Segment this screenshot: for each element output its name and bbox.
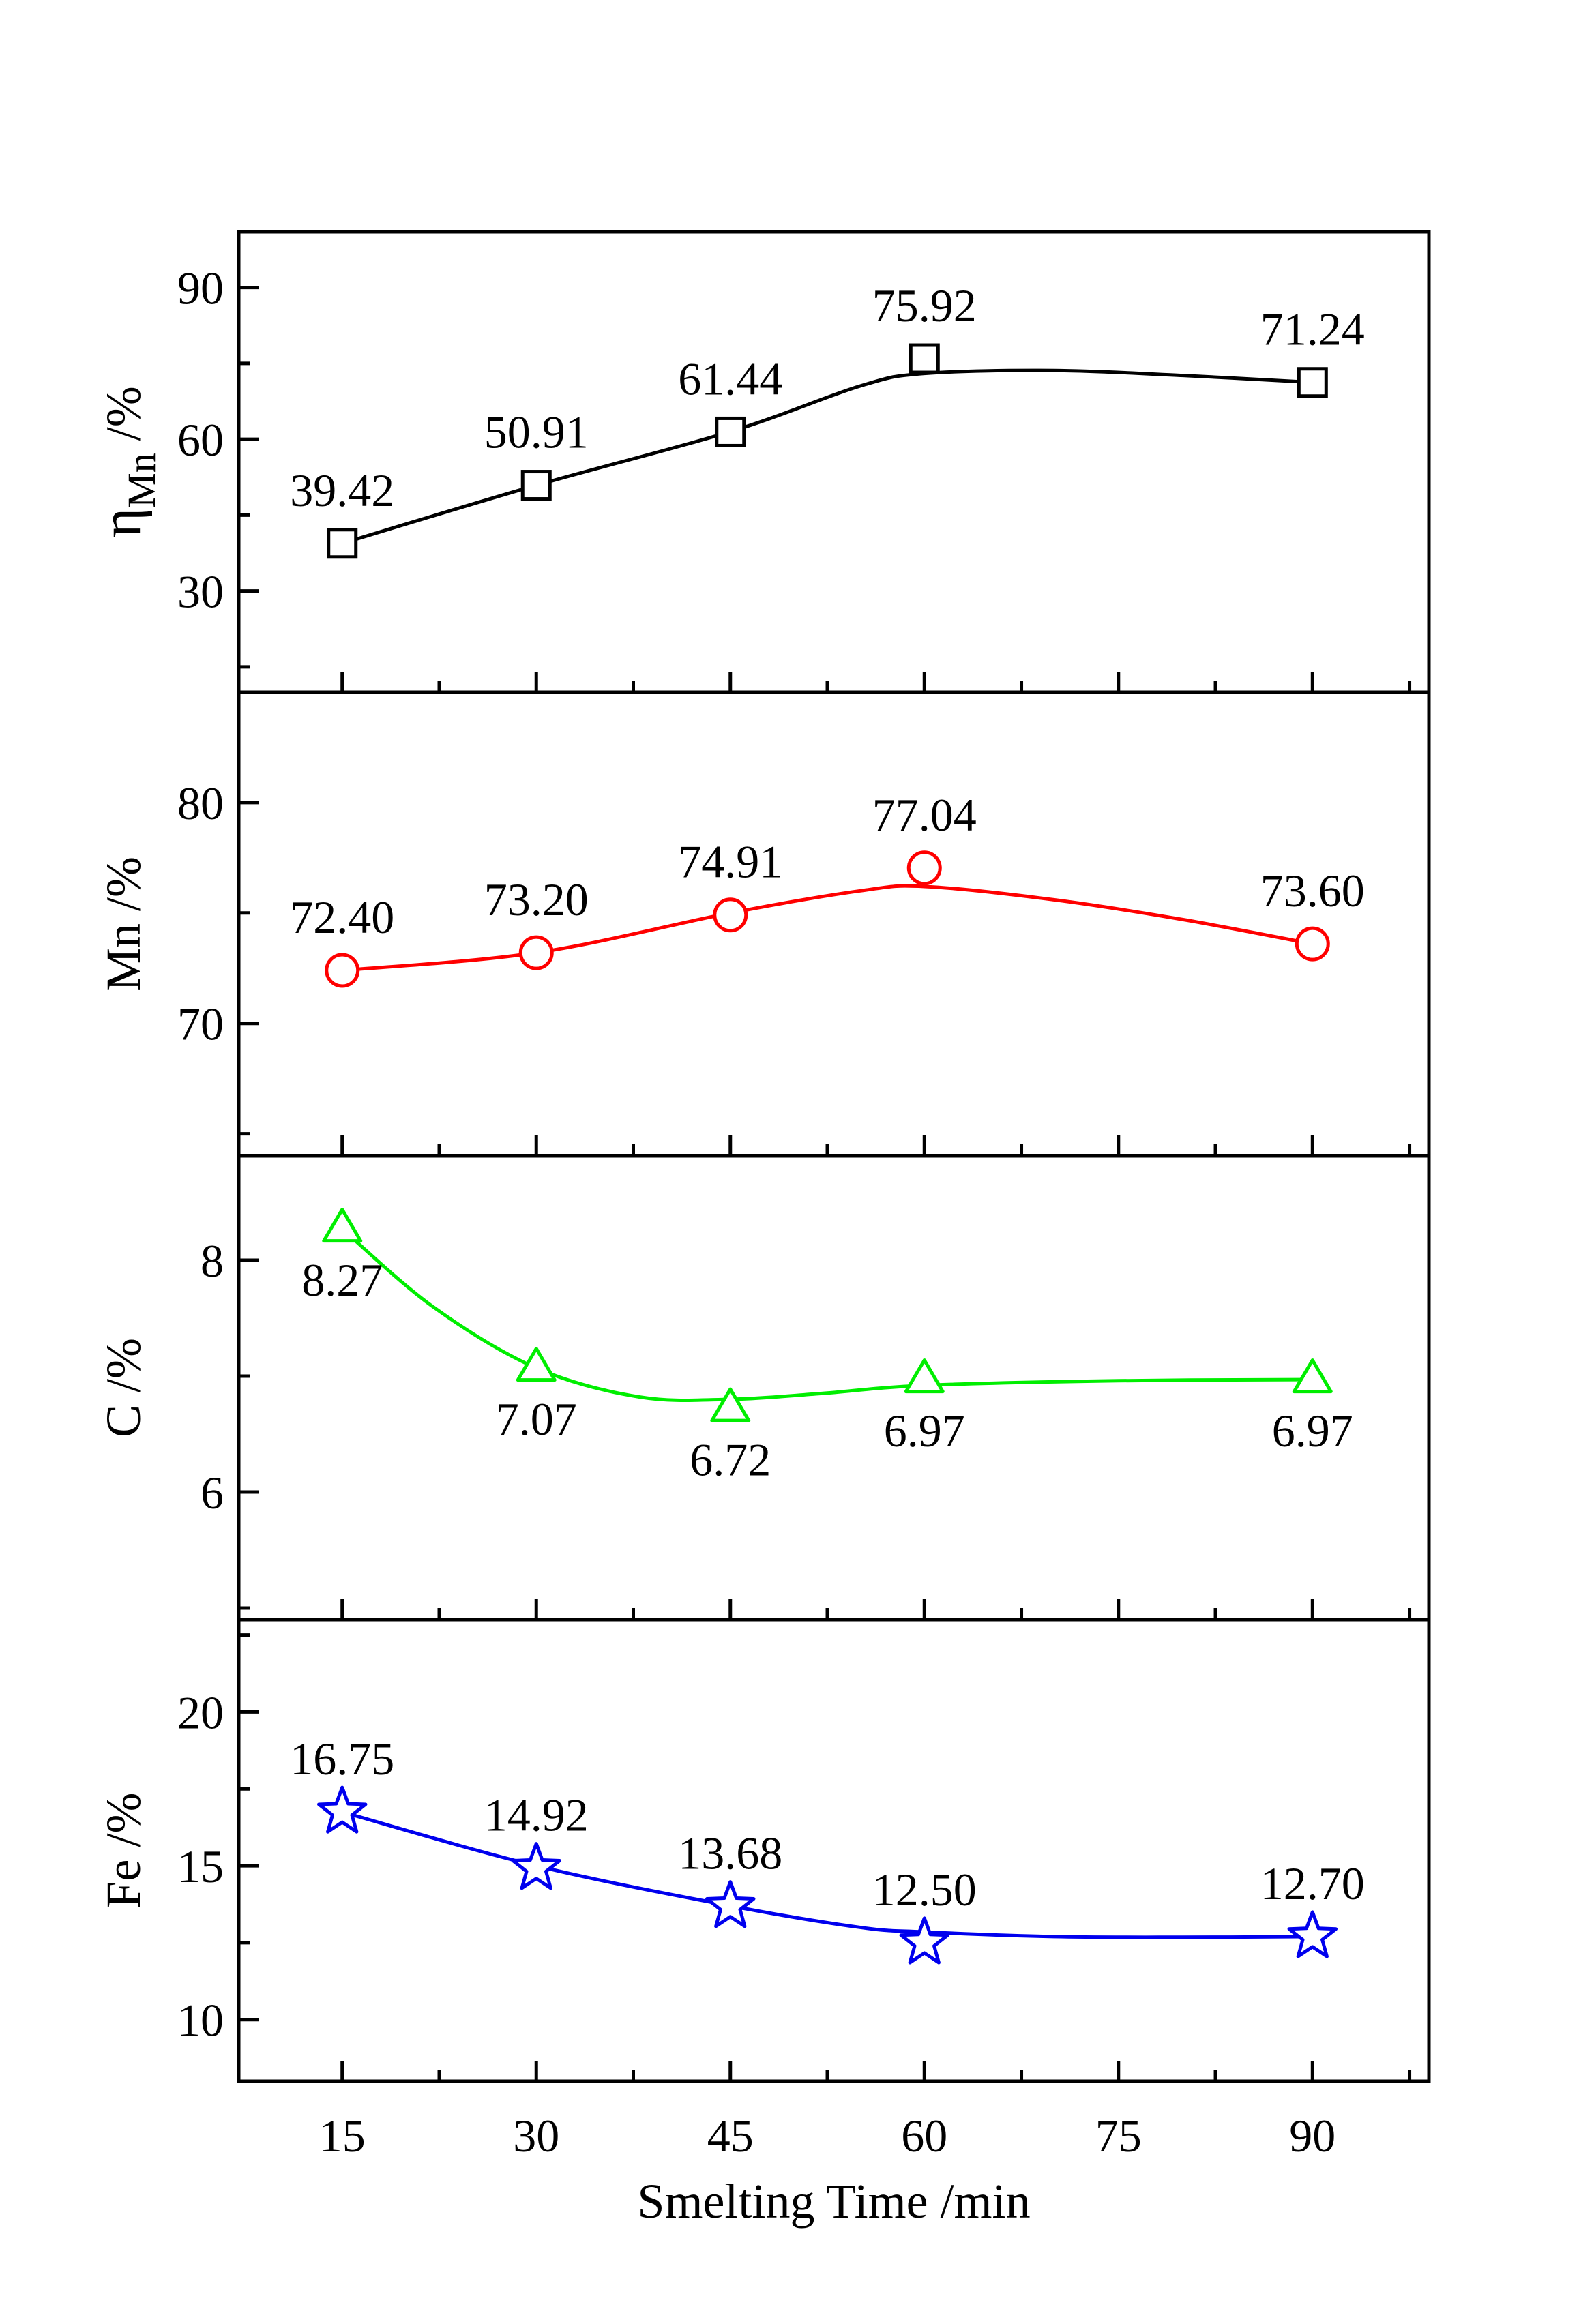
data-label: 74.91 — [678, 836, 782, 888]
data-label: 39.42 — [290, 464, 394, 516]
series-curve — [341, 1227, 1313, 1402]
y-tick-label: 20 — [177, 1686, 224, 1738]
x-tick-label: 45 — [707, 2110, 754, 2162]
data-label: 75.92 — [872, 280, 977, 331]
data-point — [909, 343, 940, 374]
y-tick-label: 6 — [201, 1467, 224, 1519]
data-label: 6.72 — [690, 1434, 771, 1486]
panel-frame — [237, 1618, 1431, 2083]
data-label: 13.68 — [678, 1828, 782, 1879]
data-point — [325, 953, 360, 988]
x-axis: 15 30 45 60 75 90 — [319, 2110, 1336, 2162]
x-tick-label: 15 — [319, 2110, 366, 2162]
data-label: 8.27 — [301, 1254, 383, 1306]
data-point — [518, 935, 554, 970]
data-point — [715, 416, 746, 447]
data-point — [904, 1358, 945, 1394]
y-tick-label: 10 — [177, 1995, 224, 2046]
data-point — [322, 1208, 363, 1243]
y-tick-label: 80 — [177, 777, 224, 829]
data-point — [520, 470, 552, 501]
y-tick-label: 70 — [177, 998, 224, 1050]
data-label: 6.97 — [1272, 1405, 1353, 1457]
data-label: 6.97 — [884, 1405, 965, 1457]
y-axis-label: C /% — [96, 1338, 151, 1437]
data-point — [327, 528, 358, 559]
data-label: 73.60 — [1260, 865, 1365, 917]
data-label: 73.20 — [484, 874, 589, 925]
data-label: 14.92 — [484, 1789, 589, 1841]
data-point — [1287, 1910, 1338, 1958]
data-point — [1297, 367, 1328, 398]
data-label: 77.04 — [872, 789, 977, 841]
y-axis-label-main: Mn /% — [96, 856, 151, 992]
data-label: 50.91 — [484, 406, 589, 458]
data-point — [511, 1842, 561, 1890]
x-tick-label: 60 — [901, 2110, 947, 2162]
data-label: 12.70 — [1260, 1858, 1365, 1909]
data-label: 16.75 — [290, 1733, 394, 1785]
data-label: 72.40 — [290, 891, 394, 943]
data-label: 61.44 — [678, 353, 782, 404]
y-tick-label: 60 — [177, 414, 224, 466]
data-label: 71.24 — [1260, 303, 1365, 355]
x-tick-label: 90 — [1289, 2110, 1335, 2162]
data-point — [1295, 926, 1330, 962]
y-axis-label-sub: Mn — [119, 453, 164, 508]
y-tick-label: 30 — [177, 566, 224, 618]
data-point — [516, 1347, 557, 1382]
y-tick-label: 90 — [177, 263, 224, 314]
data-point — [317, 1785, 368, 1834]
panel-c: 6 8 C /% 8.27 7.07 6.72 6.97 6.97 — [96, 1154, 1431, 1622]
y-axis-label: ηMn /% — [89, 386, 164, 538]
y-axis-label-unit: /% — [96, 386, 151, 453]
panel-frame — [237, 230, 1431, 694]
panel-frame — [237, 1154, 1431, 1622]
panel-eta-mn: 30 60 90 ηMn /% 39.42 50.91 61.44 75.92 71.24 — [89, 230, 1431, 694]
y-axis-label-main: Fe /% — [96, 1793, 151, 1909]
panel-frame — [237, 690, 1431, 1158]
data-point — [705, 1880, 756, 1928]
y-tick-label: 15 — [177, 1841, 224, 1892]
panel-mn: 70 80 Mn /% 72.40 73.20 74.91 77.04 73.60 — [96, 690, 1431, 1158]
data-label: 12.50 — [872, 1864, 977, 1916]
x-tick-label: 30 — [513, 2110, 559, 2162]
data-point — [1292, 1358, 1333, 1394]
data-point — [710, 1387, 751, 1422]
data-point — [906, 850, 942, 886]
y-axis-label: Mn /% — [96, 856, 151, 992]
data-point — [713, 897, 748, 933]
y-axis-label-main: C /% — [96, 1338, 151, 1437]
data-point — [899, 1916, 950, 1965]
x-tick-label: 75 — [1095, 2110, 1142, 2162]
y-axis-label-main: η — [89, 508, 153, 538]
y-axis-label: Fe /% — [96, 1793, 151, 1909]
data-label: 7.07 — [496, 1393, 577, 1445]
panel-fe: 10 15 20 Fe /% 16.75 14.92 13.68 12.50 12.70 — [96, 1618, 1431, 2083]
x-axis-label: Smelting Time /min — [637, 2174, 1030, 2229]
y-tick-label: 8 — [201, 1235, 224, 1287]
